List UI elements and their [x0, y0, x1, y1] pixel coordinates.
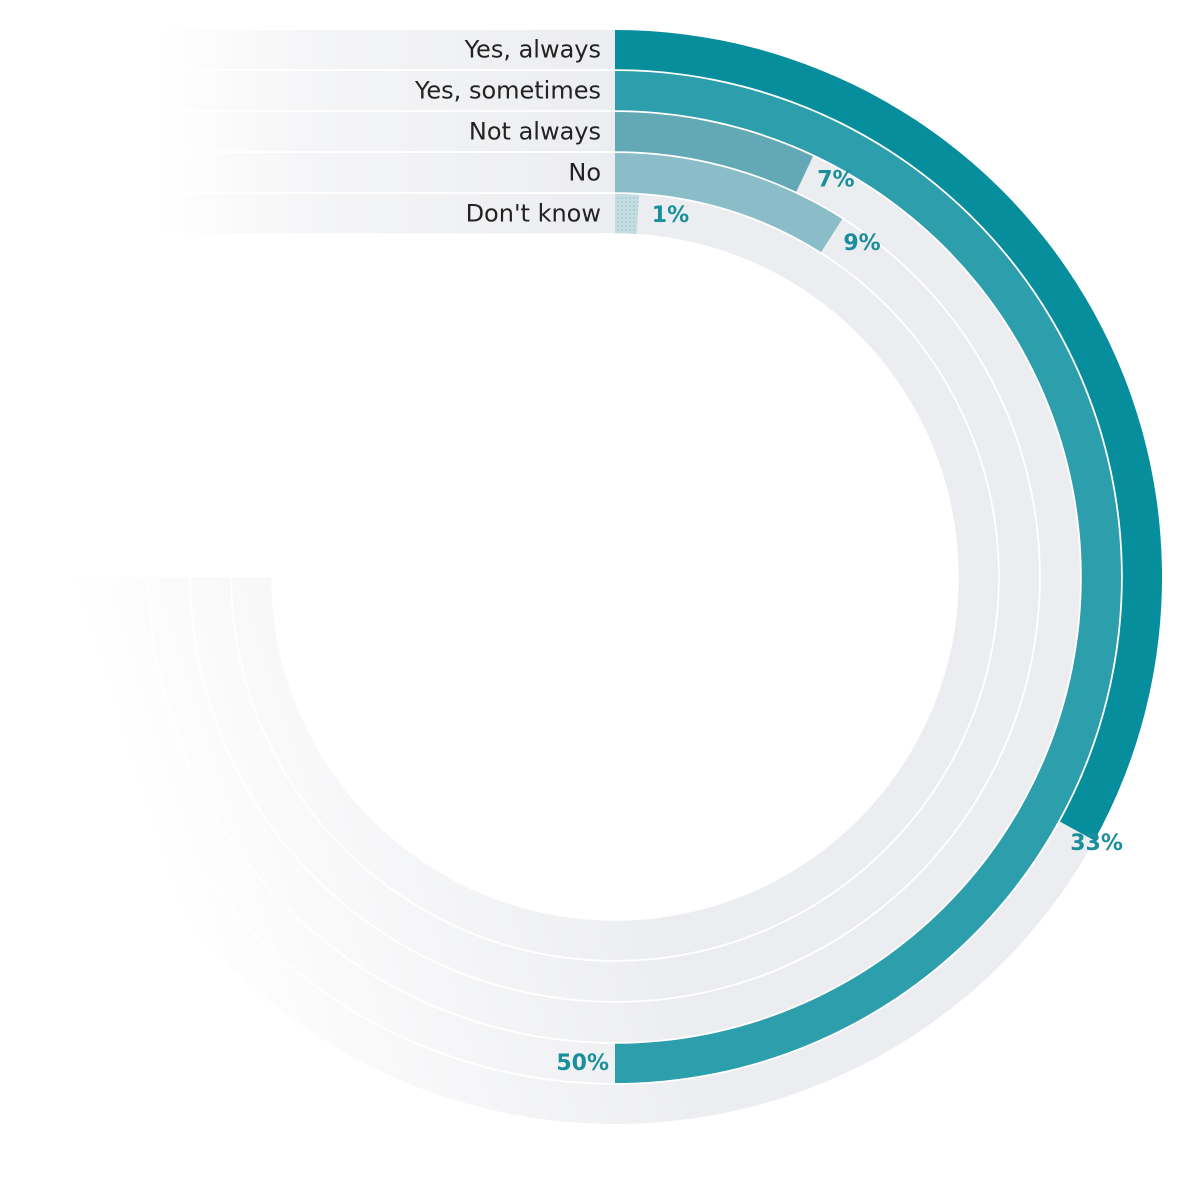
label-band-no: [160, 153, 615, 193]
label-band-don-t-know: [160, 194, 615, 234]
bar-not-always: [615, 112, 813, 192]
label-band-not-always: [160, 112, 615, 152]
value-label-yes-always: 33%: [1070, 831, 1123, 856]
category-label-yes-always: Yes, always: [464, 36, 601, 64]
category-label-don-t-know: Don't know: [466, 200, 601, 228]
bar-no: [615, 153, 843, 253]
value-label-no: 9%: [843, 231, 880, 256]
bar-don-t-know: [615, 194, 640, 234]
category-label-not-always: Not always: [469, 118, 601, 146]
category-label-backgrounds: [160, 30, 615, 234]
category-label-no: No: [568, 159, 601, 187]
value-label-don-t-know: 1%: [652, 203, 689, 228]
value-label-not-always: 7%: [817, 168, 854, 193]
category-label-yes-sometimes: Yes, sometimes: [414, 77, 601, 105]
bar-yes-always: [615, 30, 1163, 841]
label-band-yes-always: [160, 30, 615, 70]
track-not-always: [150, 112, 1081, 1042]
data-bars: [615, 30, 1163, 1083]
value-label-yes-sometimes: 50%: [556, 1051, 609, 1076]
track-no: [191, 153, 1039, 1001]
chart-labels: Yes, always 33% Yes, sometimes 50% Not alway…: [414, 36, 1123, 1076]
track-don-t-know: [232, 194, 998, 960]
label-band-yes-sometimes: [160, 71, 615, 111]
